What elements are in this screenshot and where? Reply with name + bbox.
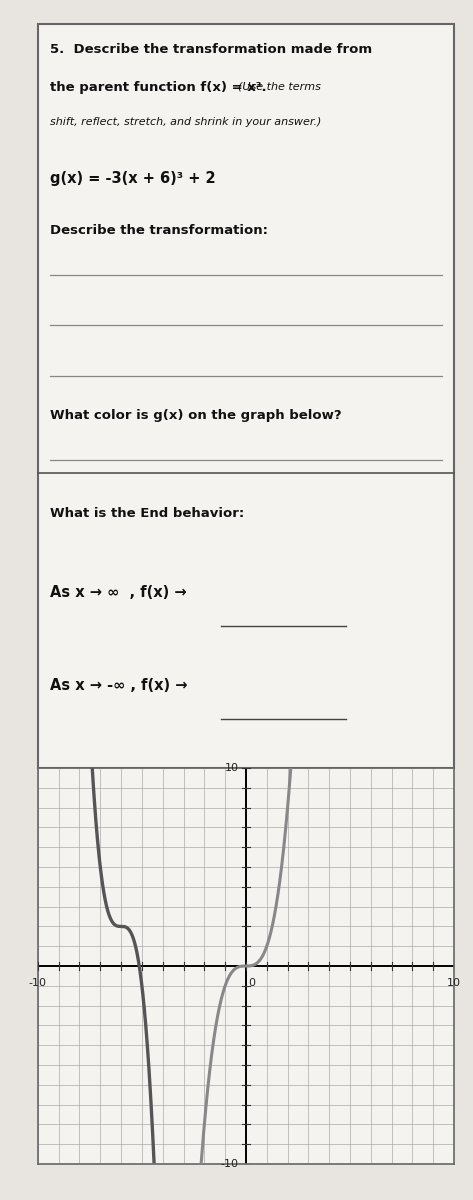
Text: 10: 10: [225, 763, 239, 773]
Text: (Use the terms: (Use the terms: [237, 82, 321, 91]
Text: -10: -10: [29, 978, 47, 988]
Text: As x → ∞  , f(x) →: As x → ∞ , f(x) →: [50, 584, 187, 600]
Text: Describe the transformation:: Describe the transformation:: [50, 224, 268, 238]
Text: 10: 10: [447, 978, 461, 988]
Text: -10: -10: [221, 1159, 239, 1169]
Text: the parent function f(x) = x³.: the parent function f(x) = x³.: [50, 82, 276, 95]
FancyBboxPatch shape: [38, 24, 454, 768]
Text: What color is g(x) on the graph below?: What color is g(x) on the graph below?: [50, 409, 342, 422]
Text: g(x) = -3(x + 6)³ + 2: g(x) = -3(x + 6)³ + 2: [50, 170, 216, 186]
Text: As x → -∞ , f(x) →: As x → -∞ , f(x) →: [50, 678, 188, 692]
Text: What is the End behavior:: What is the End behavior:: [50, 506, 245, 520]
Text: 0: 0: [249, 978, 256, 988]
Text: 5.  Describe the transformation made from: 5. Describe the transformation made from: [50, 42, 372, 55]
Text: shift, reflect, stretch, and shrink in your answer.): shift, reflect, stretch, and shrink in y…: [50, 116, 322, 127]
